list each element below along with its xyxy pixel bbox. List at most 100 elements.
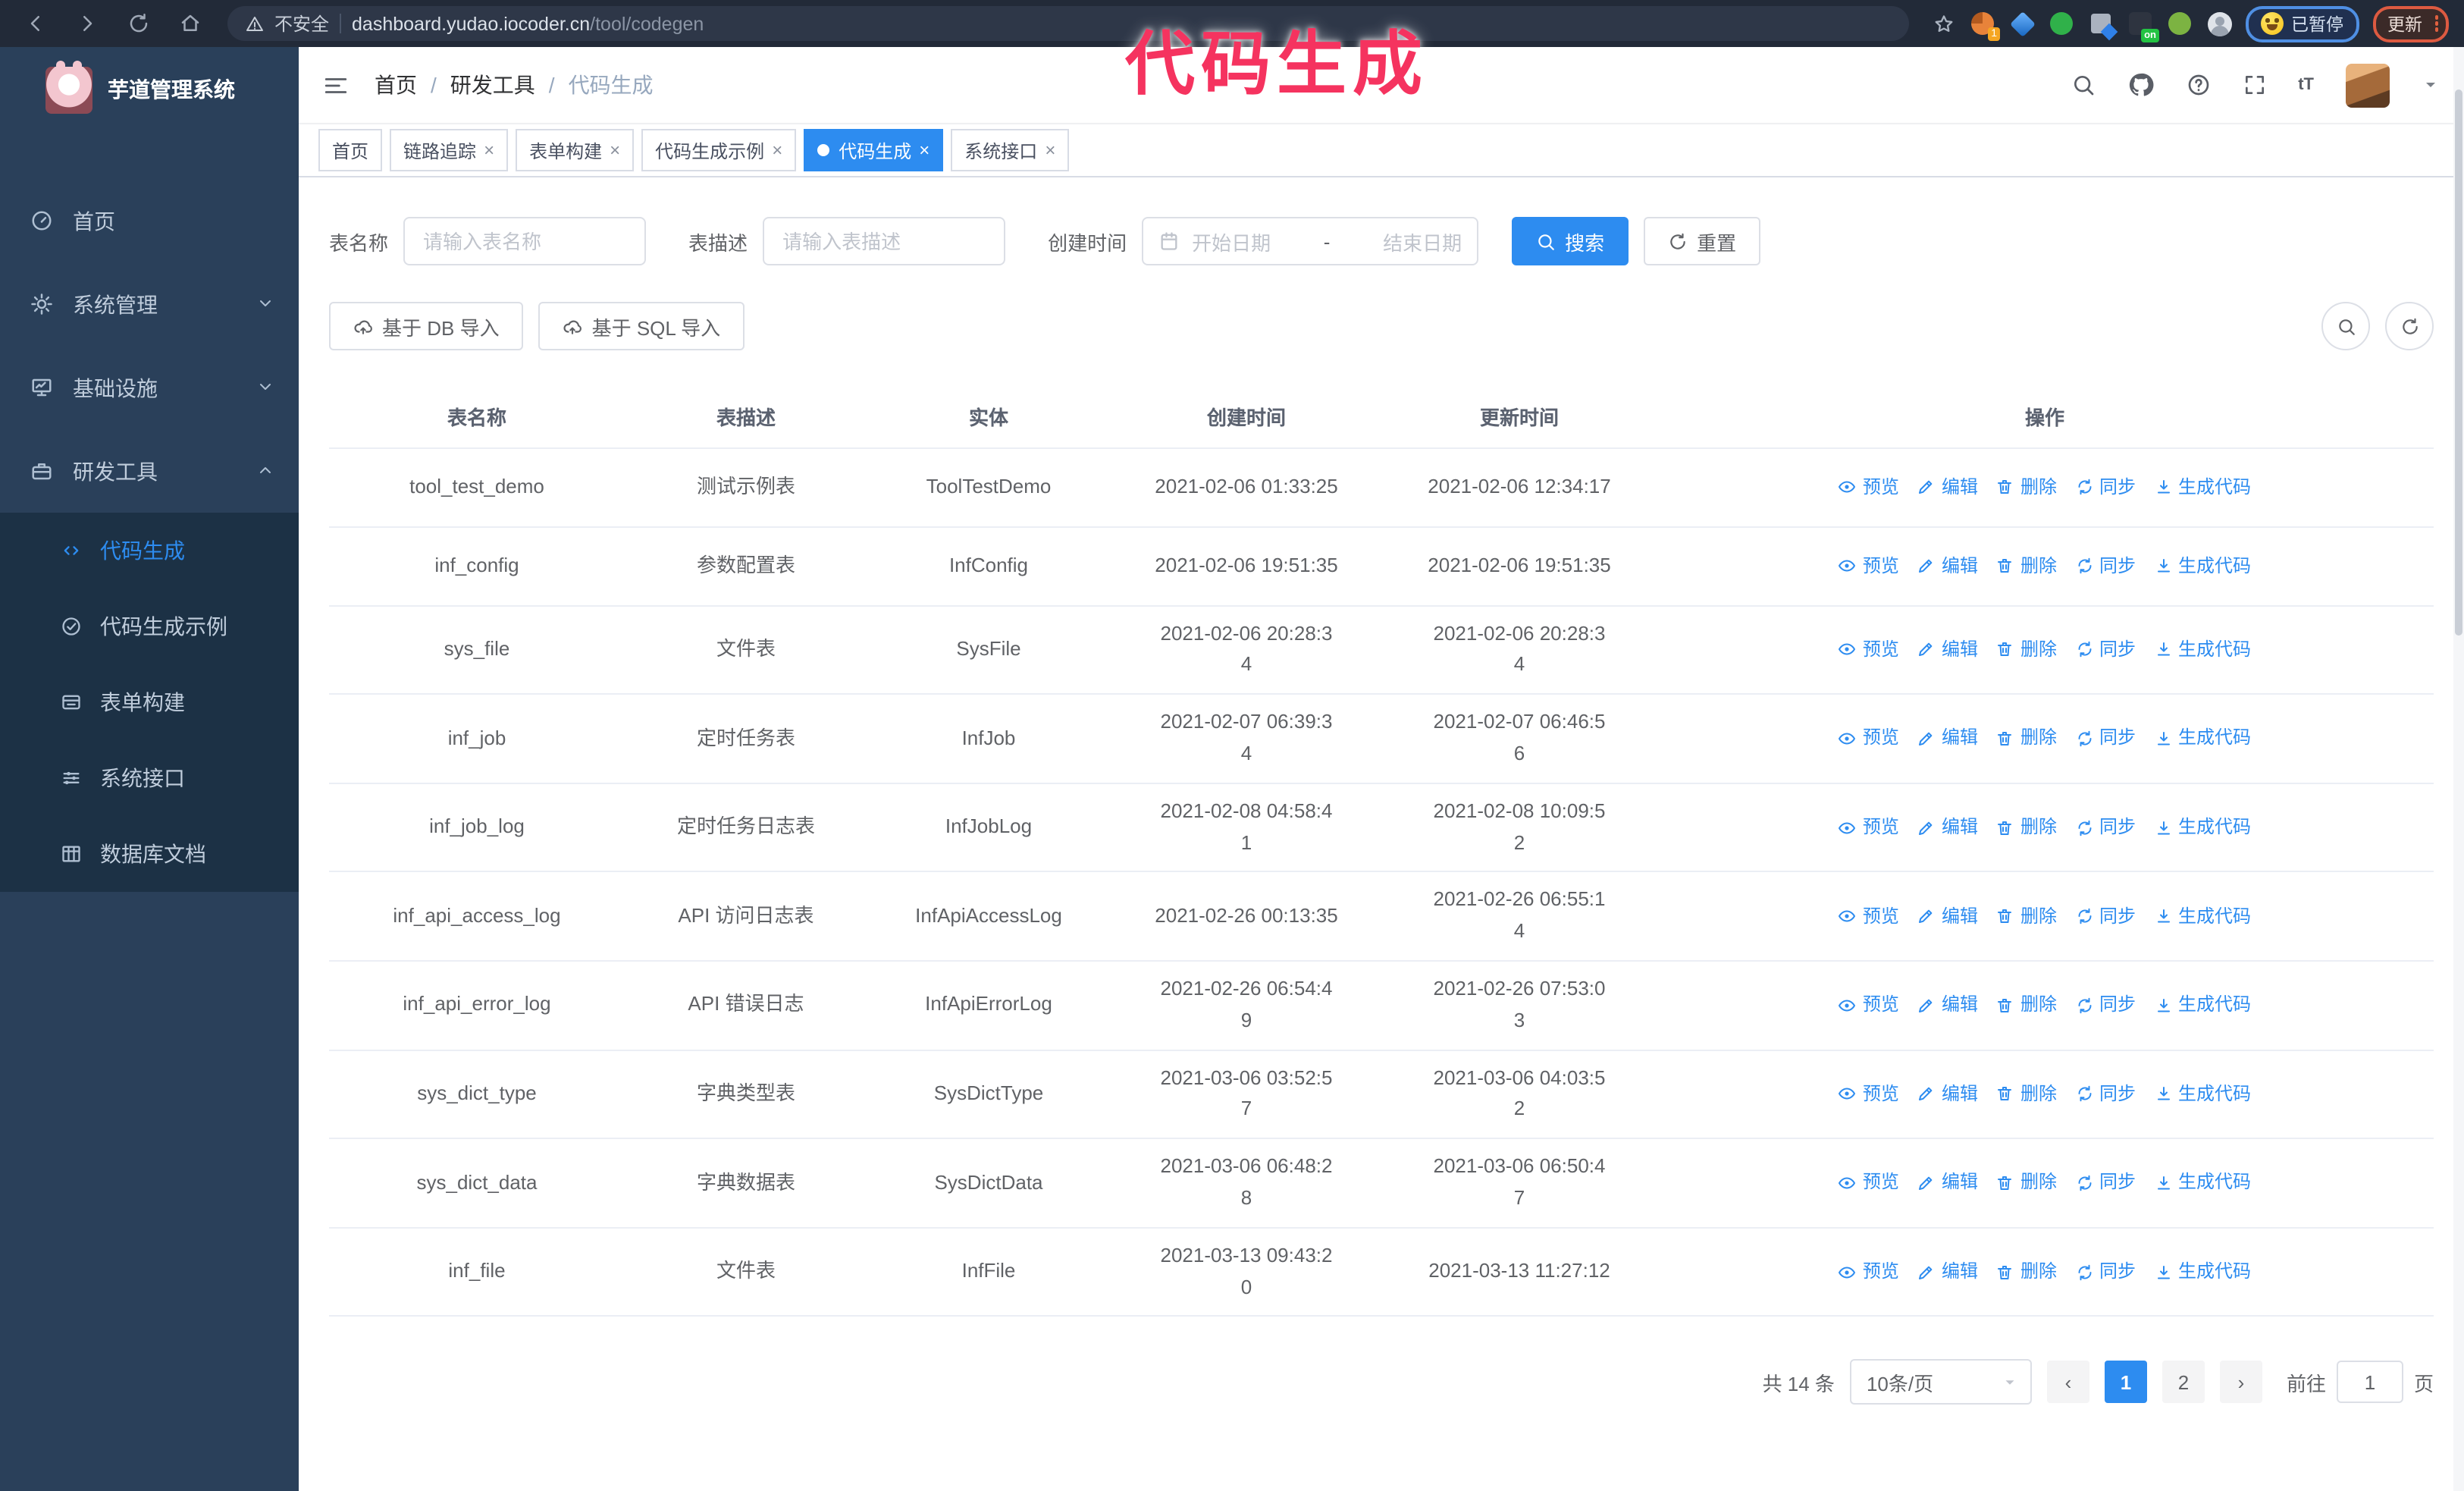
sync-action[interactable]: 同步 xyxy=(2075,1080,2136,1109)
preview-action[interactable]: 预览 xyxy=(1839,1257,1899,1286)
user-avatar[interactable] xyxy=(2346,63,2390,107)
next-page-button[interactable]: › xyxy=(2219,1361,2262,1404)
delete-action[interactable]: 删除 xyxy=(1996,813,2057,842)
reset-button[interactable]: 重置 xyxy=(1644,217,1761,265)
prev-page-button[interactable]: ‹ xyxy=(2046,1361,2089,1404)
table-name-input[interactable] xyxy=(403,217,647,265)
hamburger-icon[interactable] xyxy=(323,72,349,98)
page-button-1[interactable]: 1 xyxy=(2104,1361,2147,1404)
font-size-icon[interactable]: tT xyxy=(2298,76,2314,94)
sidebar-item[interactable]: 系统管理 xyxy=(0,262,299,346)
edit-action[interactable]: 编辑 xyxy=(1917,902,1978,931)
sync-action[interactable]: 同步 xyxy=(2075,1169,2136,1198)
sidebar-subitem[interactable]: 系统接口 xyxy=(0,740,299,816)
date-range-picker[interactable]: 开始日期 - 结束日期 xyxy=(1142,217,1479,265)
sidebar-item[interactable]: 首页 xyxy=(0,179,299,262)
edit-action[interactable]: 编辑 xyxy=(1917,551,1978,580)
browser-home-button[interactable] xyxy=(170,4,209,43)
search-button[interactable]: 搜索 xyxy=(1512,217,1629,265)
preview-action[interactable]: 预览 xyxy=(1839,990,1899,1019)
page-scrollbar[interactable] xyxy=(2453,47,2464,1491)
generate-code-action[interactable]: 生成代码 xyxy=(2154,1169,2251,1198)
edit-action[interactable]: 编辑 xyxy=(1917,1169,1978,1198)
sync-action[interactable]: 同步 xyxy=(2075,551,2136,580)
import-db-button[interactable]: 基于 DB 导入 xyxy=(329,302,524,350)
generate-code-action[interactable]: 生成代码 xyxy=(2154,1080,2251,1109)
paused-badge[interactable]: 已暂停 xyxy=(2246,5,2359,42)
generate-code-action[interactable]: 生成代码 xyxy=(2154,1257,2251,1286)
delete-action[interactable]: 删除 xyxy=(1996,990,2057,1019)
delete-action[interactable]: 删除 xyxy=(1996,1257,2057,1286)
browser-forward-button[interactable] xyxy=(67,4,106,43)
tab-item[interactable]: 链路追踪 × xyxy=(390,129,509,171)
edit-action[interactable]: 编辑 xyxy=(1917,724,1978,753)
sidebar-subitem[interactable]: 代码生成 xyxy=(0,513,299,589)
refresh-table-button[interactable] xyxy=(2385,302,2434,350)
bookmark-star-icon[interactable] xyxy=(1930,11,1956,36)
sidebar-subitem[interactable]: 表单构建 xyxy=(0,664,299,740)
preview-action[interactable]: 预览 xyxy=(1839,1169,1899,1198)
avatar-caret-icon[interactable] xyxy=(2422,76,2440,94)
header-search-icon[interactable] xyxy=(2071,73,2095,97)
sync-action[interactable]: 同步 xyxy=(2075,724,2136,753)
edit-action[interactable]: 编辑 xyxy=(1917,813,1978,842)
sync-action[interactable]: 同步 xyxy=(2075,473,2136,502)
breadcrumb-item[interactable]: 首页 xyxy=(375,73,417,97)
page-size-select[interactable]: 10条/页 xyxy=(1849,1359,2032,1405)
sidebar-item[interactable]: 研发工具 xyxy=(0,429,299,513)
sync-action[interactable]: 同步 xyxy=(2075,813,2136,842)
sidebar-subitem[interactable]: 代码生成示例 xyxy=(0,589,299,664)
delete-action[interactable]: 删除 xyxy=(1996,473,2057,502)
extension-dark-icon[interactable]: on xyxy=(2127,11,2159,42)
delete-action[interactable]: 删除 xyxy=(1996,551,2057,580)
preview-action[interactable]: 预览 xyxy=(1839,724,1899,753)
help-icon[interactable] xyxy=(2186,73,2210,97)
tab-item[interactable]: 代码生成示例 × xyxy=(641,129,797,171)
profile-avatar-icon[interactable] xyxy=(2206,11,2232,36)
browser-back-button[interactable] xyxy=(15,4,55,43)
edit-action[interactable]: 编辑 xyxy=(1917,636,1978,664)
extension-green-icon[interactable] xyxy=(2167,11,2193,36)
generate-code-action[interactable]: 生成代码 xyxy=(2154,473,2251,502)
edit-action[interactable]: 编辑 xyxy=(1917,1257,1978,1286)
address-bar[interactable]: 不安全 dashboard.yudao.iocoder.cn/tool/code… xyxy=(227,6,1909,41)
extension-check-icon[interactable] xyxy=(2049,11,2074,36)
delete-action[interactable]: 删除 xyxy=(1996,636,2057,664)
preview-action[interactable]: 预览 xyxy=(1839,473,1899,502)
tab-active[interactable]: 代码生成 × xyxy=(804,129,944,171)
tab-item[interactable]: 系统接口 × xyxy=(951,129,1070,171)
fullscreen-icon[interactable] xyxy=(2242,73,2266,97)
generate-code-action[interactable]: 生成代码 xyxy=(2154,724,2251,753)
table-desc-input[interactable] xyxy=(763,217,1006,265)
sync-action[interactable]: 同步 xyxy=(2075,636,2136,664)
scrollbar-thumb[interactable] xyxy=(2455,89,2462,636)
delete-action[interactable]: 删除 xyxy=(1996,1080,2057,1109)
breadcrumb-item[interactable]: 研发工具 xyxy=(450,73,535,97)
delete-action[interactable]: 删除 xyxy=(1996,724,2057,753)
sync-action[interactable]: 同步 xyxy=(2075,990,2136,1019)
sidebar-logo[interactable]: 芋道管理系统 xyxy=(0,47,299,132)
tab-close-icon[interactable]: × xyxy=(919,140,930,161)
goto-page-input[interactable] xyxy=(2336,1361,2403,1404)
browser-reload-button[interactable] xyxy=(118,4,158,43)
preview-action[interactable]: 预览 xyxy=(1839,1080,1899,1109)
import-sql-button[interactable]: 基于 SQL 导入 xyxy=(538,302,745,350)
delete-action[interactable]: 删除 xyxy=(1996,902,2057,931)
edit-action[interactable]: 编辑 xyxy=(1917,473,1978,502)
toggle-search-button[interactable] xyxy=(2321,302,2370,350)
delete-action[interactable]: 删除 xyxy=(1996,1169,2057,1198)
github-icon[interactable] xyxy=(2127,71,2154,99)
tab-close-icon[interactable]: × xyxy=(484,140,495,161)
update-badge[interactable]: 更新 xyxy=(2372,5,2449,42)
sync-action[interactable]: 同步 xyxy=(2075,1257,2136,1286)
sync-action[interactable]: 同步 xyxy=(2075,902,2136,931)
tab-close-icon[interactable]: × xyxy=(610,140,621,161)
generate-code-action[interactable]: 生成代码 xyxy=(2154,902,2251,931)
tab-item[interactable]: 表单构建 × xyxy=(516,129,635,171)
sidebar-subitem[interactable]: 数据库文档 xyxy=(0,816,299,892)
extension-grid-icon[interactable] xyxy=(2088,11,2114,36)
edit-action[interactable]: 编辑 xyxy=(1917,990,1978,1019)
extension-orange-icon[interactable]: 1 xyxy=(1970,11,2000,41)
preview-action[interactable]: 预览 xyxy=(1839,636,1899,664)
generate-code-action[interactable]: 生成代码 xyxy=(2154,813,2251,842)
